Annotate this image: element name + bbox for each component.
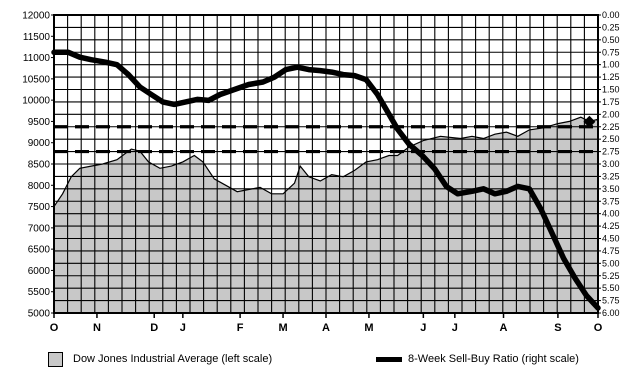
legend-ratio: 8-Week Sell-Buy Ratio (right scale) xyxy=(376,350,579,368)
right-tick-label: 4.75 xyxy=(602,246,620,256)
left-tick-label: 8500 xyxy=(28,160,51,171)
right-tick-label: 5.00 xyxy=(602,258,620,268)
legend-ratio-label: 8-Week Sell-Buy Ratio (right scale) xyxy=(408,353,579,365)
left-tick-label: 5000 xyxy=(28,309,51,320)
x-tick-label: J xyxy=(420,322,426,334)
x-tick-label: J xyxy=(452,322,458,334)
right-tick-label: 0.50 xyxy=(602,35,620,45)
left-tick-label: 7000 xyxy=(28,223,51,234)
right-tick-label: 4.50 xyxy=(602,234,620,244)
right-tick-label: 2.50 xyxy=(602,134,620,144)
x-tick-label: J xyxy=(180,322,186,334)
left-tick-label: 11000 xyxy=(23,53,51,64)
right-tick-label: 3.25 xyxy=(602,171,620,181)
left-tick-label: 8000 xyxy=(28,181,51,192)
right-tick-label: 0.00 xyxy=(602,10,620,20)
legend-dow: Dow Jones Industrial Average (left scale… xyxy=(48,350,272,368)
right-tick-label: 4.00 xyxy=(602,209,620,219)
right-tick-label: 3.75 xyxy=(602,196,620,206)
left-tick-label: 9500 xyxy=(28,117,51,128)
left-tick-label: 10000 xyxy=(22,96,50,107)
right-tick-label: 1.25 xyxy=(602,72,620,82)
x-tick-label: A xyxy=(500,322,508,334)
right-tick-label: 2.75 xyxy=(602,147,620,157)
right-tick-label: 5.50 xyxy=(602,283,620,293)
right-tick-label: 3.50 xyxy=(602,184,620,194)
right-axis-ticks: 0.00 0.25 0.50 0.75 1.00 1.25 1.50 1.75 2.00 2.25… xyxy=(598,10,620,318)
right-tick-label: 1.75 xyxy=(602,97,620,107)
left-tick-label: 6000 xyxy=(28,266,51,277)
grid-layer xyxy=(54,14,598,314)
reference-lines xyxy=(54,125,598,154)
right-tick-label: 5.25 xyxy=(602,271,620,281)
right-tick-label: 2.25 xyxy=(602,122,620,132)
right-tick-label: 3.00 xyxy=(602,159,620,169)
left-tick-label: 10500 xyxy=(22,74,50,85)
left-axis-ticks: 12000 11500 11000 10500 10000 9500 9000 8500 800… xyxy=(22,11,54,320)
right-tick-label: 1.50 xyxy=(602,85,620,95)
left-tick-label: 5500 xyxy=(28,287,51,298)
right-tick-label: 0.25 xyxy=(602,22,620,32)
right-tick-label: 5.75 xyxy=(602,296,620,306)
left-tick-label: 12000 xyxy=(22,11,50,22)
left-tick-label: 9000 xyxy=(28,138,51,149)
x-tick-label: O xyxy=(50,322,59,334)
ratio-swatch xyxy=(376,356,402,362)
x-tick-label: D xyxy=(150,322,158,334)
ratio-line-layer xyxy=(51,49,601,311)
legend-dow-label: Dow Jones Industrial Average (left scale… xyxy=(73,353,273,365)
x-tick-label: A xyxy=(322,322,330,334)
right-tick-label: 4.25 xyxy=(602,221,620,231)
diamond-marker xyxy=(583,115,596,128)
sell-buy-ratio-line xyxy=(51,49,601,311)
dow-swatch xyxy=(48,351,63,367)
right-tick-label: 6.00 xyxy=(602,308,620,318)
x-tick-label: M xyxy=(278,322,287,334)
right-tick-label: 1.00 xyxy=(602,60,620,70)
x-tick-label: N xyxy=(93,322,101,334)
left-tick-label: 6500 xyxy=(28,245,51,256)
left-tick-label: 11500 xyxy=(23,32,51,43)
left-tick-label: 7500 xyxy=(28,202,51,213)
x-tick-label: M xyxy=(364,322,373,334)
x-tick-label: S xyxy=(554,322,561,334)
right-tick-label: 2.00 xyxy=(602,109,620,119)
x-tick-label: O xyxy=(594,322,603,334)
right-tick-label: 0.75 xyxy=(602,47,620,57)
x-tick-label: F xyxy=(237,322,244,334)
